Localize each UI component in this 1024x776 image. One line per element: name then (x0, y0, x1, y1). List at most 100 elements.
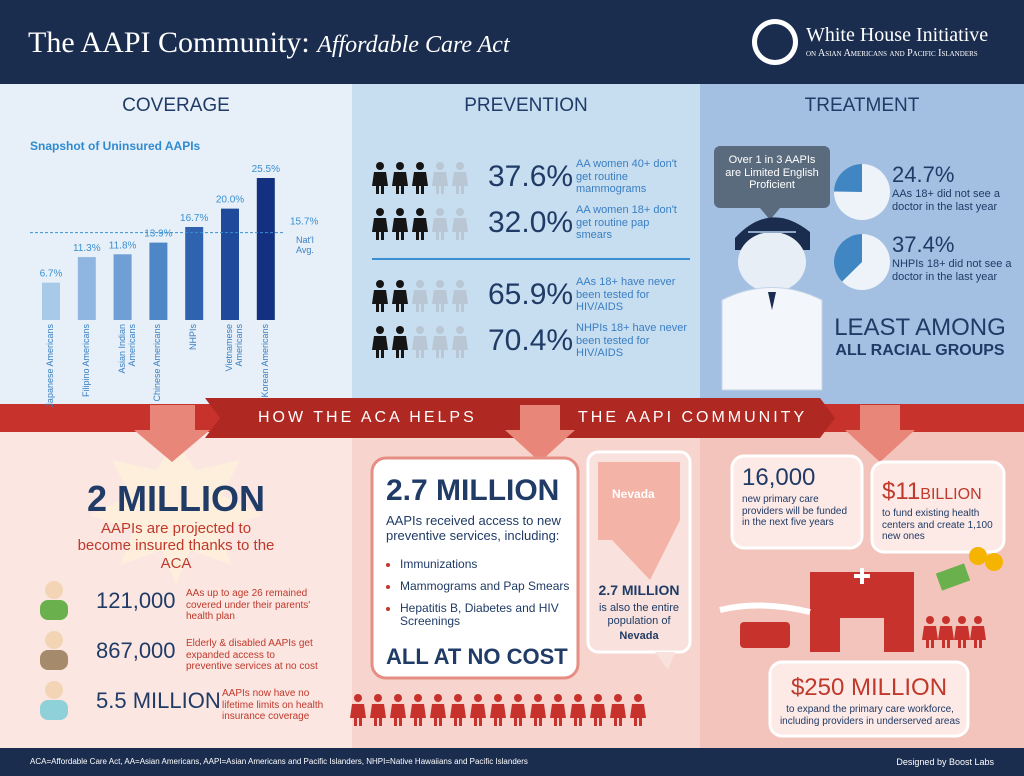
crowd-person (434, 694, 442, 702)
chart-title: Snapshot of Uninsured AAPIs (30, 139, 201, 153)
pictogram (412, 290, 428, 304)
org-sub: on Asian Americans and Pacific Islanders (806, 48, 978, 59)
bar (149, 242, 168, 320)
crowd-person (954, 626, 970, 640)
value-label: 11.3% (73, 243, 101, 254)
banner-left: HOW THE ACA HELPS (258, 409, 477, 426)
crowd-person (958, 616, 966, 624)
crowd-person (374, 718, 377, 726)
crowd-person (974, 640, 977, 648)
heading: TREATMENT (804, 95, 920, 116)
crowd-person (510, 704, 526, 718)
services-headline: 2.7 MILLION (386, 474, 560, 507)
bar (42, 282, 60, 320)
pictogram (441, 350, 444, 358)
nevada-value: 2.7 MILLION (598, 582, 680, 598)
money (935, 563, 971, 591)
least-among: LEAST AMONG (834, 314, 1006, 341)
crowd-person (938, 626, 954, 640)
pictogram (401, 232, 404, 240)
category-label: Vietnamese Americans (224, 324, 244, 372)
pictogram (416, 326, 424, 334)
pictogram (412, 336, 428, 350)
crowd-person (630, 704, 646, 718)
insured-text: AAPIs now have no lifetime limits on hea… (222, 688, 324, 722)
crowd-person (439, 718, 442, 726)
crowd-person (390, 704, 406, 718)
pictogram (456, 208, 464, 216)
crowd-person (494, 694, 502, 702)
crowd-person (610, 704, 626, 718)
crowd-person (370, 704, 386, 718)
reference-text: Nat'l Avg. (296, 234, 314, 255)
crowd-person (559, 718, 562, 726)
crowd-person (590, 704, 606, 718)
arrow (845, 405, 915, 462)
doctor-head (738, 232, 806, 292)
pictogram (392, 172, 408, 186)
prevention-text: AAs 18+ have never been tested for HIV/A… (576, 276, 676, 314)
crowd-person (554, 694, 562, 702)
pictogram (376, 162, 384, 170)
banner-right: THE AAPI COMMUNITY (578, 409, 808, 426)
crowd-person (963, 640, 966, 648)
pictogram (372, 290, 388, 304)
pictogram (432, 172, 448, 186)
category-label: NHPIs (188, 324, 199, 351)
prevention-value: 37.6% (488, 160, 574, 193)
pictogram (412, 218, 428, 232)
crowd-person (594, 694, 602, 702)
pictogram (436, 350, 439, 358)
pictogram (421, 350, 424, 358)
value-label: 25.5% (252, 164, 280, 175)
value-label: 11.8% (109, 240, 137, 251)
crowd-person (490, 704, 506, 718)
doctor-coat (721, 287, 823, 391)
services-list: Immunizations Mammograms and Pap Smears He… (386, 557, 586, 637)
insured-value: 5.5 MILLION (96, 688, 221, 713)
pictogram (432, 218, 448, 232)
category-label: Asian Indian Americans (116, 324, 137, 374)
services-item: Mammograms and Pap Smears (400, 579, 586, 594)
pictogram (396, 208, 404, 216)
arrow (505, 405, 575, 462)
pictogram (381, 232, 384, 240)
pictogram (372, 336, 388, 350)
pictogram (396, 186, 399, 194)
crowd-person (394, 718, 397, 726)
crowd-person (958, 640, 961, 648)
pictogram (441, 186, 444, 194)
pictogram (381, 350, 384, 358)
doctor-tie (768, 292, 776, 310)
pictogram (372, 172, 388, 186)
category-label: Japanese Americans (45, 324, 55, 408)
crowd-person (947, 640, 950, 648)
coin (985, 553, 1003, 571)
pictogram (436, 326, 444, 334)
avatar-head (45, 581, 63, 599)
crowd-person (574, 694, 582, 702)
header-bar (0, 0, 1024, 84)
crowd-person (639, 718, 642, 726)
pictogram (376, 350, 379, 358)
category-label: Korean Americans (259, 324, 270, 398)
crowd-person (374, 694, 382, 702)
services-item: Immunizations (400, 557, 586, 572)
pictogram (436, 162, 444, 170)
value-label: 20.0% (216, 195, 244, 206)
avatar-body (40, 650, 68, 670)
pictogram (432, 336, 448, 350)
pictogram (416, 350, 419, 358)
centers-value: $11BILLION (882, 478, 982, 505)
pictogram (416, 186, 419, 194)
prevention-value: 70.4% (488, 324, 574, 357)
insured-value: 867,000 (96, 638, 176, 663)
crowd-person (450, 704, 466, 718)
coin (969, 547, 987, 565)
seal-inner (757, 24, 793, 60)
pictogram (456, 326, 464, 334)
nevada-text: is also the entire population of (598, 602, 680, 627)
crowd-person (922, 626, 938, 640)
pictogram (412, 172, 428, 186)
